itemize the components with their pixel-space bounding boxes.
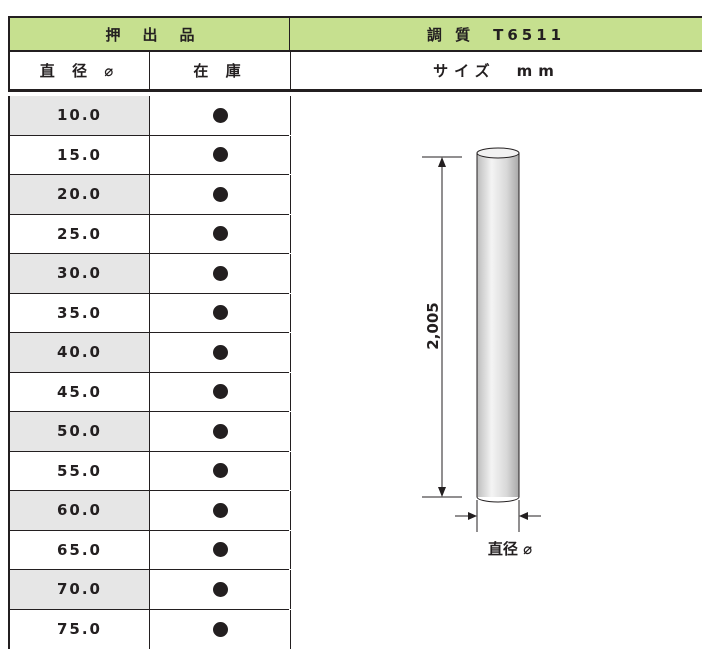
rod-diagram: 2,005 直径 ⌀ [0, 0, 702, 636]
diameter-dimension [455, 500, 541, 532]
diameter-caption: 直径 ⌀ [488, 540, 532, 558]
rod-shape [477, 148, 519, 502]
length-label: 2,005 [424, 302, 442, 349]
